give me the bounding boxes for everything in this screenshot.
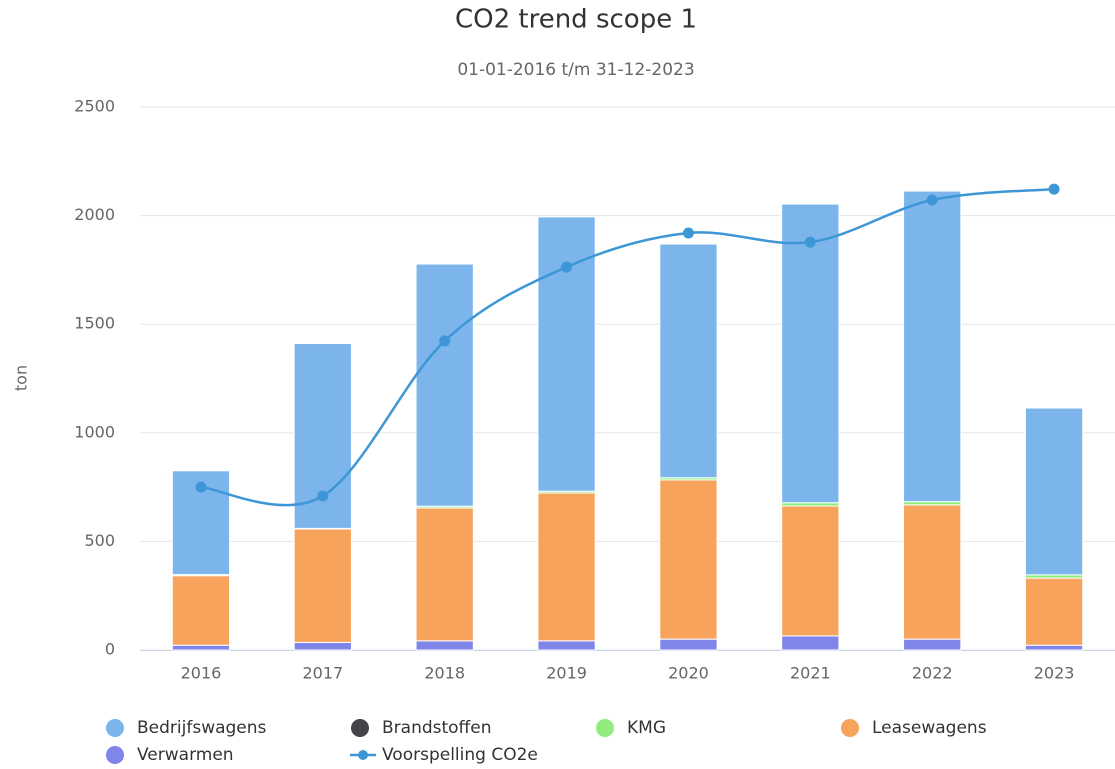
- bar: [659, 638, 718, 651]
- bar: [415, 263, 474, 507]
- bar: [537, 492, 596, 642]
- bar: [659, 243, 718, 479]
- chart-title: CO2 trend scope 1: [455, 5, 697, 35]
- bar: [415, 640, 474, 651]
- bar: [415, 507, 474, 642]
- x-tick-label: 2022: [912, 664, 953, 683]
- line: [200, 187, 1055, 507]
- bar: [659, 479, 718, 640]
- legend-symbol: [106, 746, 124, 764]
- bar: [903, 638, 962, 651]
- legend-label: Leasewagens: [872, 718, 987, 738]
- y-tick-label: 0: [105, 640, 115, 659]
- bar: [171, 575, 231, 646]
- point: [1048, 183, 1060, 195]
- bar: [537, 640, 596, 651]
- y-tick-label: 500: [84, 531, 115, 550]
- bar: [1024, 644, 1084, 651]
- bar: [781, 203, 840, 504]
- bar: [171, 644, 231, 651]
- y-tick-label: 1000: [74, 422, 115, 441]
- legend-label: Voorspelling CO2e: [382, 745, 538, 765]
- bar: [1024, 577, 1084, 646]
- y-axis-label: ton: [12, 365, 31, 391]
- point: [317, 490, 329, 502]
- x-tick-label: 2023: [1034, 664, 1075, 683]
- point: [561, 261, 573, 273]
- legend-label: Bedrijfswagens: [137, 718, 267, 738]
- legend-label: Brandstoffen: [382, 718, 492, 738]
- bar: [1024, 407, 1084, 576]
- point: [926, 194, 938, 206]
- y-tick-label: 1500: [74, 314, 115, 333]
- legend-symbol: [106, 719, 124, 737]
- point: [682, 227, 694, 239]
- legend-symbol: [351, 719, 369, 737]
- bar: [903, 190, 962, 503]
- point: [439, 335, 451, 347]
- legend-symbol: [358, 750, 368, 760]
- point: [195, 481, 207, 493]
- x-tick-label: 2021: [790, 664, 831, 683]
- legend-label: KMG: [627, 718, 666, 738]
- y-tick-label: 2000: [74, 205, 115, 224]
- legend-symbol: [841, 719, 859, 737]
- bar: [293, 641, 352, 651]
- x-tick-label: 2019: [546, 664, 587, 683]
- y-tick-label: 2500: [74, 97, 115, 116]
- legend-label: Verwarmen: [137, 745, 234, 765]
- x-tick-label: 2017: [302, 664, 343, 683]
- x-tick-label: 2020: [668, 664, 709, 683]
- legend-symbol: [596, 719, 614, 737]
- bar: [781, 505, 840, 637]
- bar: [293, 528, 352, 643]
- bar: [781, 635, 840, 651]
- bar: [903, 504, 962, 640]
- point: [804, 236, 816, 248]
- chart-subtitle: 01-01-2016 t/m 31-12-2023: [457, 60, 694, 80]
- x-tick-label: 2018: [424, 664, 465, 683]
- x-tick-label: 2016: [181, 664, 222, 683]
